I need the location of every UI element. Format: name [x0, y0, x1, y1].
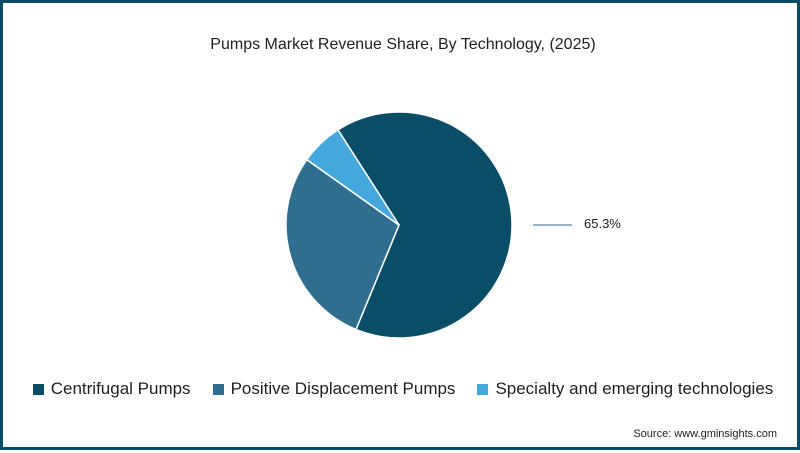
legend-swatch-icon: [212, 383, 224, 395]
legend-label: Positive Displacement Pumps: [230, 379, 456, 398]
slice-centrifugal: [336, 111, 513, 339]
pie-chart: [285, 111, 572, 339]
legend-label: Specialty and emerging technologies: [495, 379, 774, 398]
legend-label: Centrifugal Pumps: [50, 379, 191, 398]
legend-item-centrifugal: Centrifugal Pumps: [32, 379, 191, 399]
legend: Centrifugal Pumps Positive Displacement …: [3, 379, 800, 399]
pie-slices: [285, 111, 513, 339]
slice-specialty: [305, 128, 400, 226]
source-text: Source: www.gminsights.com: [633, 428, 777, 440]
slice-positive-displacement: [285, 158, 400, 331]
centrifugal-data-label: 65.3%: [584, 216, 621, 231]
chart-title: Pumps Market Revenue Share, By Technolog…: [210, 36, 596, 53]
legend-swatch-icon: [32, 383, 44, 395]
legend-swatch-icon: [477, 383, 489, 395]
legend-item-positive-displacement: Positive Displacement Pumps: [212, 379, 456, 399]
legend-item-specialty: Specialty and emerging technologies: [477, 379, 773, 399]
